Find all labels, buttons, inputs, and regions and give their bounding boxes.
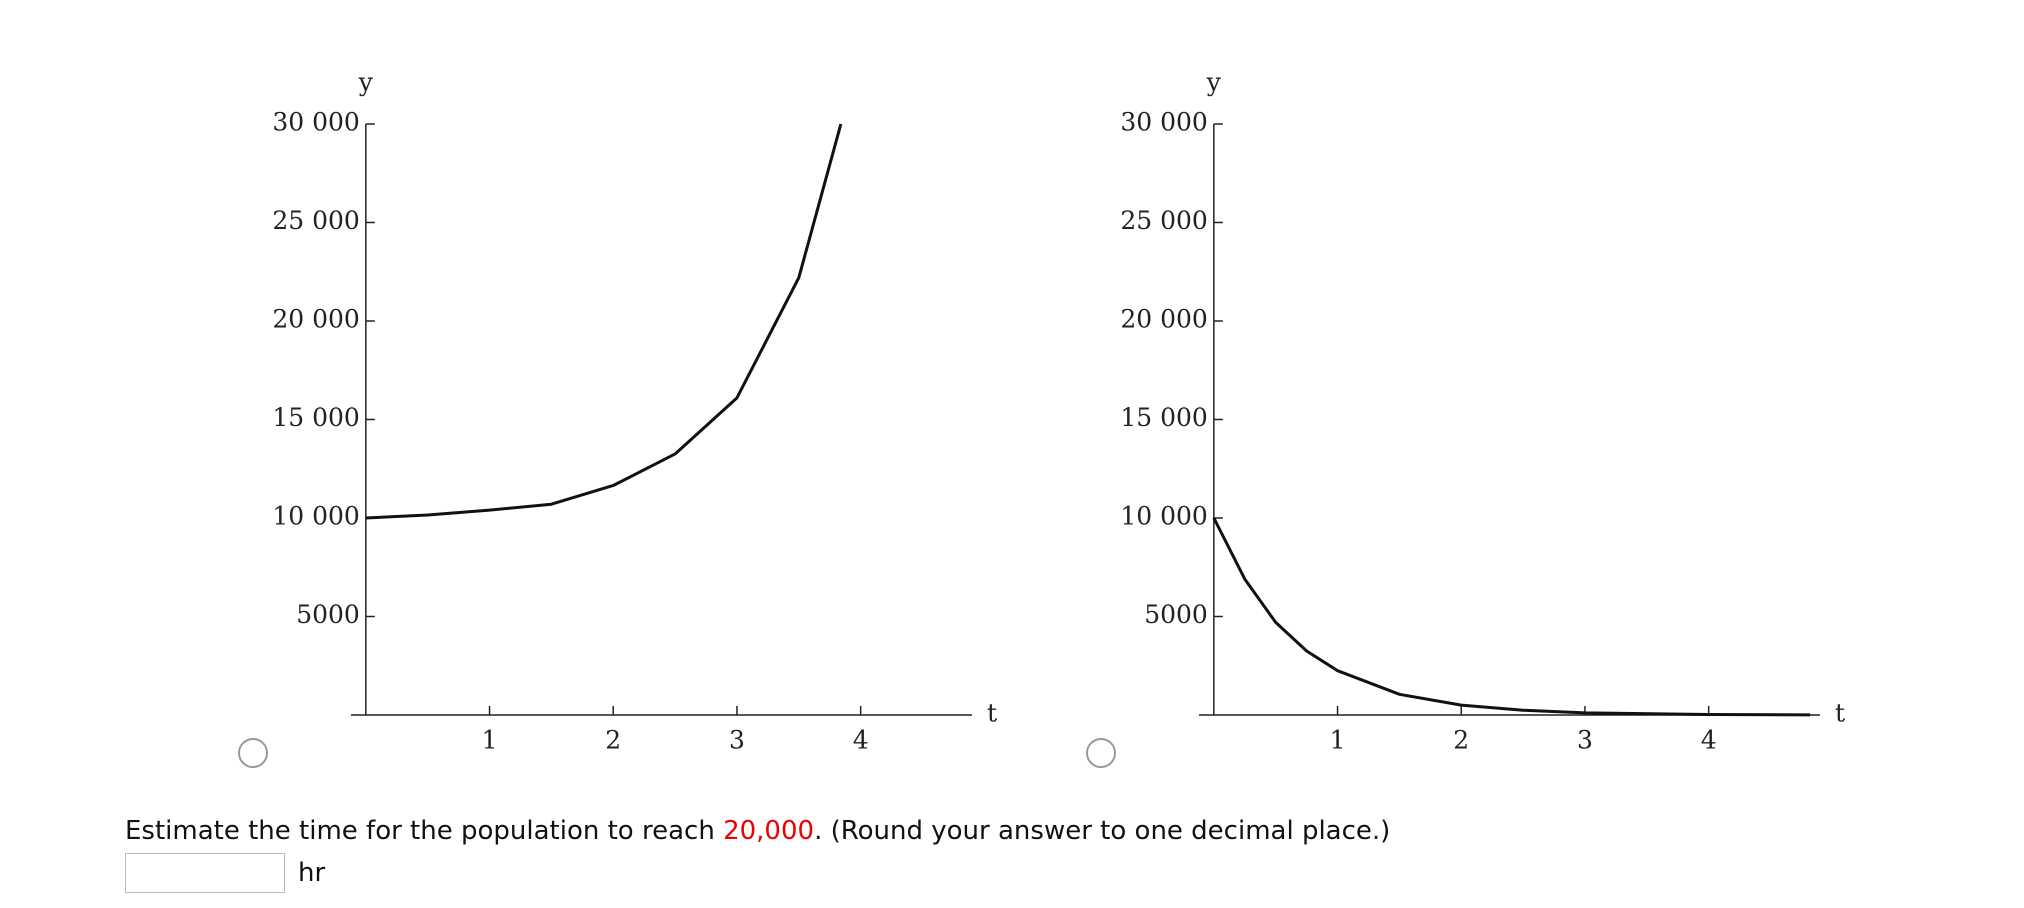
radio-option[interactable] [1086, 738, 1116, 768]
y-tick-label: 30 000 [1120, 108, 1207, 137]
y-tick-label: 25 000 [272, 206, 359, 235]
curve [365, 123, 843, 520]
y-tick-label: 5000 [1144, 600, 1208, 629]
question: Estimate the time for the population to … [125, 816, 1390, 846]
x-tick-label: 3 [729, 726, 745, 755]
question-text: Estimate the time for the population to … [125, 816, 724, 846]
y-tick-label: 30 000 [272, 108, 359, 137]
y-tick-label: 15 000 [1120, 403, 1207, 432]
answer-input[interactable] [125, 853, 285, 893]
y-axis-label: y [1206, 68, 1222, 97]
highlight: 20,000 [723, 816, 815, 846]
y-axis-label: y [358, 68, 374, 97]
y-tick-label: 20 000 [272, 305, 359, 334]
unit-label: hr [298, 858, 326, 888]
x-axis-label: t [1835, 699, 1845, 728]
x-tick-label: 1 [482, 726, 498, 755]
y-tick-label: 10 000 [272, 502, 359, 531]
radio-option[interactable] [238, 738, 268, 768]
x-tick-label: 4 [1701, 726, 1717, 755]
curve [1212, 517, 1811, 717]
y-tick-label: 10 000 [1120, 502, 1207, 531]
question-text: . (Round your answer to one decimal plac… [814, 816, 1391, 846]
y-tick-label: 15 000 [272, 403, 359, 432]
x-tick-label: 3 [1577, 726, 1593, 755]
y-tick-label: 5000 [296, 600, 360, 629]
y-tick-label: 25 000 [1120, 206, 1207, 235]
x-tick-label: 4 [853, 726, 869, 755]
x-tick-label: 1 [1330, 726, 1346, 755]
x-axis-label: t [987, 699, 997, 728]
x-tick-label: 2 [605, 726, 621, 755]
x-tick-label: 2 [1453, 726, 1469, 755]
y-tick-label: 20 000 [1120, 305, 1207, 334]
